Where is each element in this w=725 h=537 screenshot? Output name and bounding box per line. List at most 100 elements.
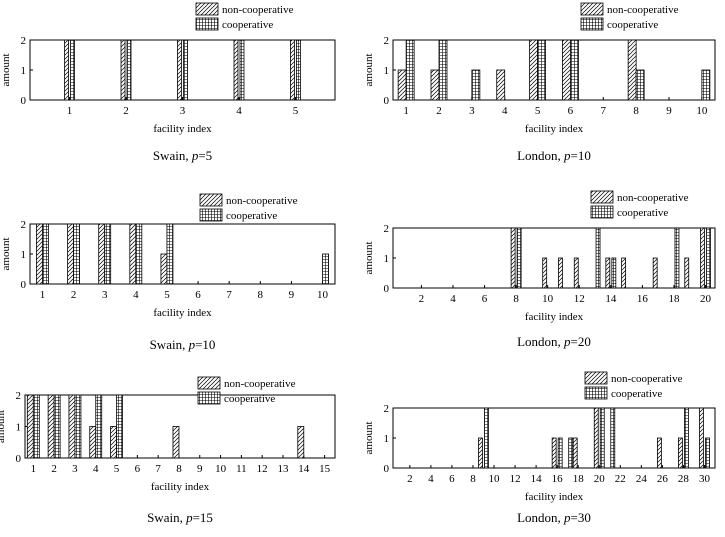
x-tick-label: 15	[319, 463, 331, 475]
y-tick-label: 2	[21, 35, 27, 47]
bar-cooperative-20	[599, 407, 605, 469]
x-tick-label: 14	[531, 473, 543, 485]
y-tick-label: 1	[384, 433, 390, 445]
x-tick-label: 22	[615, 473, 626, 485]
legend-label-cooperative: cooperative	[224, 393, 275, 405]
bar-cooperative-18	[674, 227, 680, 289]
bar-cooperative-1	[70, 39, 75, 101]
legend-label-cooperative: cooperative	[226, 210, 277, 222]
legend-label-non-cooperative: non-cooperative	[607, 4, 679, 16]
y-tick-label: 0	[21, 95, 27, 107]
panel-caption: Swain, p=15	[147, 510, 213, 525]
x-tick-label: 10	[542, 293, 554, 305]
bar-non-cooperative-5	[110, 426, 117, 459]
bar-cooperative-2	[73, 223, 80, 285]
bar-non-cooperative-2	[47, 394, 55, 459]
x-axis-label: facility index	[525, 491, 584, 503]
bar-cooperative-2	[438, 39, 448, 101]
x-tick-label: 24	[636, 473, 648, 485]
panel-caption: London, p=10	[517, 148, 591, 163]
chart-panel-3: 0 1 2 1 2 3 4 5 6 7 8 9 10 facility index amount non-co…	[0, 193, 336, 352]
x-tick-label: 12	[257, 463, 268, 475]
x-tick-label: 9	[197, 463, 203, 475]
legend-swatch-non-cooperative	[590, 190, 614, 204]
bar-non-cooperative-30	[699, 407, 704, 469]
y-tick-label: 1	[384, 253, 390, 265]
bar-cooperative-6	[570, 39, 579, 101]
legend-swatch-non-cooperative	[197, 376, 221, 390]
y-axis-label: amount	[0, 54, 12, 87]
x-tick-label: 2	[51, 463, 57, 475]
x-tick-label: 5	[293, 105, 299, 117]
y-tick-label: 0	[384, 95, 390, 107]
x-tick-label: 26	[657, 473, 669, 485]
bar-cooperative-1	[405, 39, 415, 101]
x-tick-label: 1	[403, 105, 409, 117]
y-axis-label: amount	[0, 238, 12, 271]
legend: non-cooperative cooperative	[580, 2, 679, 31]
bar-non-cooperative-19	[684, 257, 690, 289]
plot-frame	[29, 39, 336, 101]
legend-label-non-cooperative: non-cooperative	[222, 4, 294, 16]
x-tick-label: 4	[428, 473, 434, 485]
x-tick-label: 11	[236, 463, 247, 475]
bar-cooperative-4	[239, 39, 245, 101]
legend: non-cooperative cooperative	[197, 376, 296, 405]
bar-cooperative-1	[32, 394, 40, 459]
x-tick-label: 13	[277, 463, 289, 475]
y-tick-label: 0	[384, 463, 390, 475]
x-tick-label: 4	[450, 293, 456, 305]
x-axis-label: facility index	[525, 123, 584, 135]
x-tick-label: 3	[102, 289, 108, 301]
x-axis-label: facility index	[525, 311, 584, 323]
bar-cooperative-30	[705, 437, 710, 469]
legend: non-cooperative cooperative	[590, 190, 689, 219]
bar-non-cooperative-18	[572, 437, 578, 469]
x-tick-label: 4	[502, 105, 508, 117]
x-tick-label: 10	[489, 473, 501, 485]
bar-non-cooperative-2	[120, 39, 126, 101]
bar-non-cooperative-4	[129, 223, 137, 285]
y-tick-label: 2	[16, 390, 22, 402]
x-tick-label: 20	[700, 293, 712, 305]
x-tick-label: 12	[510, 473, 521, 485]
x-tick-label: 1	[67, 105, 73, 117]
x-tick-label: 18	[668, 293, 680, 305]
bar-non-cooperative-16	[551, 437, 557, 469]
y-tick-label: 0	[21, 279, 27, 291]
chart-panel-1: 0 1 2 1 2 3 4 5 facility index amount non-cooperat…	[0, 2, 336, 163]
bar-cooperative-14	[611, 257, 617, 289]
bar-cooperative-1	[42, 223, 49, 285]
x-tick-label: 5	[535, 105, 541, 117]
legend-label-non-cooperative: non-cooperative	[611, 373, 683, 385]
bar-non-cooperative-1	[64, 39, 69, 101]
legend-swatch-non-cooperative	[584, 371, 608, 385]
x-tick-label: 3	[180, 105, 186, 117]
legend-label-cooperative: cooperative	[611, 388, 662, 400]
bar-non-cooperative-28	[678, 437, 683, 469]
x-tick-label: 8	[633, 105, 639, 117]
x-tick-label: 6	[568, 105, 574, 117]
bar-cooperative-3	[183, 39, 188, 101]
legend-swatch-non-cooperative	[580, 2, 604, 16]
y-tick-label: 1	[16, 422, 22, 434]
bar-cooperative-9	[484, 407, 489, 469]
bar-cooperative-28	[684, 407, 689, 469]
bar-cooperative-10	[701, 69, 711, 101]
x-tick-label: 7	[155, 463, 161, 475]
bar-cooperative-2	[53, 394, 61, 459]
bar-cooperative-21	[610, 407, 616, 469]
x-tick-label: 5	[114, 463, 120, 475]
x-tick-label: 5	[164, 289, 170, 301]
x-tick-label: 2	[436, 105, 442, 117]
bar-non-cooperative-11	[558, 257, 563, 289]
bar-non-cooperative-20	[593, 407, 599, 469]
bar-non-cooperative-9	[478, 437, 483, 469]
x-tick-label: 28	[678, 473, 690, 485]
x-tick-label: 10	[215, 463, 227, 475]
bar-non-cooperative-1	[397, 69, 407, 101]
y-axis-label: amount	[363, 242, 375, 275]
panel-caption: Swain, p=10	[150, 337, 216, 352]
